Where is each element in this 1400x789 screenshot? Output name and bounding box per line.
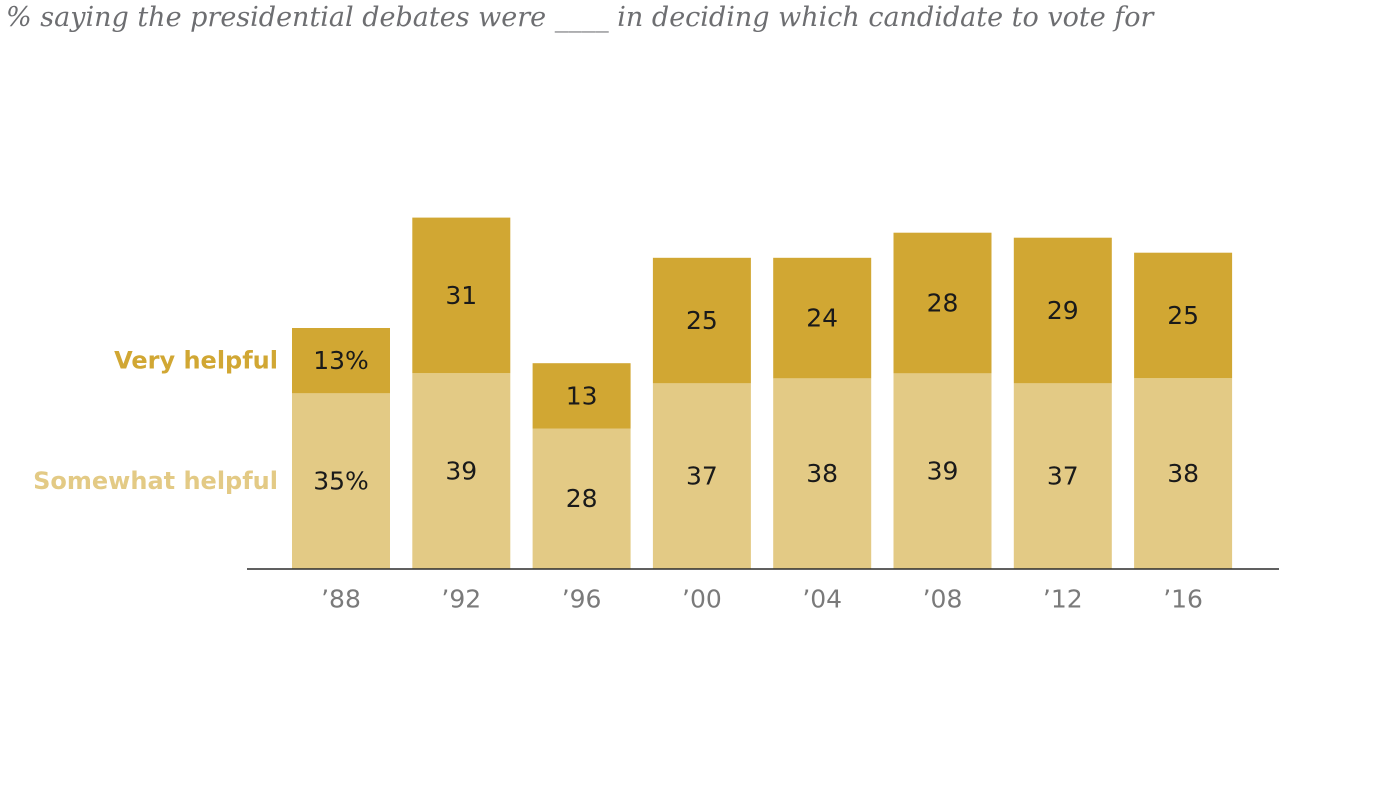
data-label-somewhat-helpful-2: 28 bbox=[566, 484, 598, 513]
bar-very-helpful-3 bbox=[652, 257, 751, 384]
legend: Somewhat helpful Very helpful bbox=[33, 347, 278, 495]
bar-somewhat-helpful-5 bbox=[893, 373, 992, 569]
x-tick-label-3: ’00 bbox=[682, 585, 722, 614]
x-tick-label-5: ’08 bbox=[923, 585, 963, 614]
data-label-very-helpful-6: 29 bbox=[1047, 296, 1079, 325]
data-label-very-helpful-2: 13 bbox=[566, 381, 598, 410]
data-label-very-helpful-3: 25 bbox=[686, 306, 718, 335]
x-axis-ticks: ’88 ’92 ’96 ’00 ’04 ’08 ’12 ’16 bbox=[321, 585, 1203, 614]
bar-very-helpful-4 bbox=[773, 257, 872, 379]
bar-very-helpful-1 bbox=[412, 217, 511, 374]
bar-somewhat-helpful-7 bbox=[1134, 378, 1233, 569]
data-label-very-helpful-4: 24 bbox=[806, 304, 838, 333]
bar-somewhat-helpful-1 bbox=[412, 373, 511, 569]
x-tick-label-0: ’88 bbox=[321, 585, 361, 614]
data-label-somewhat-helpful-1: 39 bbox=[445, 457, 477, 486]
data-label-somewhat-helpful-5: 39 bbox=[927, 457, 959, 486]
bar-somewhat-helpful-3 bbox=[652, 383, 751, 569]
bar-somewhat-helpful-2 bbox=[532, 428, 631, 569]
data-label-very-helpful-0: 13% bbox=[313, 346, 369, 375]
bar-very-helpful-5 bbox=[893, 232, 992, 374]
x-tick-label-2: ’96 bbox=[562, 585, 602, 614]
bars-group bbox=[292, 217, 1233, 569]
bar-very-helpful-0 bbox=[292, 328, 390, 394]
legend-somewhat-helpful: Somewhat helpful bbox=[33, 467, 278, 495]
x-tick-label-4: ’04 bbox=[802, 585, 842, 614]
legend-very-helpful: Very helpful bbox=[114, 347, 278, 375]
data-label-very-helpful-5: 28 bbox=[927, 288, 959, 317]
data-label-somewhat-helpful-7: 38 bbox=[1167, 459, 1199, 488]
data-label-somewhat-helpful-4: 38 bbox=[806, 459, 838, 488]
bar-somewhat-helpful-6 bbox=[1013, 383, 1112, 569]
x-tick-label-1: ’92 bbox=[441, 585, 481, 614]
data-label-somewhat-helpful-3: 37 bbox=[686, 462, 718, 491]
bar-very-helpful-7 bbox=[1134, 252, 1233, 379]
chart-subtitle: % saying the presidential debates were _… bbox=[6, 2, 1154, 33]
bar-very-helpful-6 bbox=[1013, 237, 1112, 384]
data-label-somewhat-helpful-6: 37 bbox=[1047, 462, 1079, 491]
data-label-somewhat-helpful-0: 35% bbox=[313, 467, 369, 496]
data-label-very-helpful-1: 31 bbox=[445, 281, 477, 310]
bar-somewhat-helpful-4 bbox=[773, 378, 872, 569]
x-tick-label-7: ’16 bbox=[1163, 585, 1203, 614]
x-tick-label-6: ’12 bbox=[1043, 585, 1083, 614]
bar-very-helpful-2 bbox=[532, 363, 631, 429]
bar-labels-group: 35% 13% 39 31 28 13 37 25 38 24 39 28 37 29 38 25 bbox=[313, 281, 1199, 513]
bar-somewhat-helpful-0 bbox=[292, 393, 390, 569]
data-label-very-helpful-7: 25 bbox=[1167, 301, 1199, 330]
